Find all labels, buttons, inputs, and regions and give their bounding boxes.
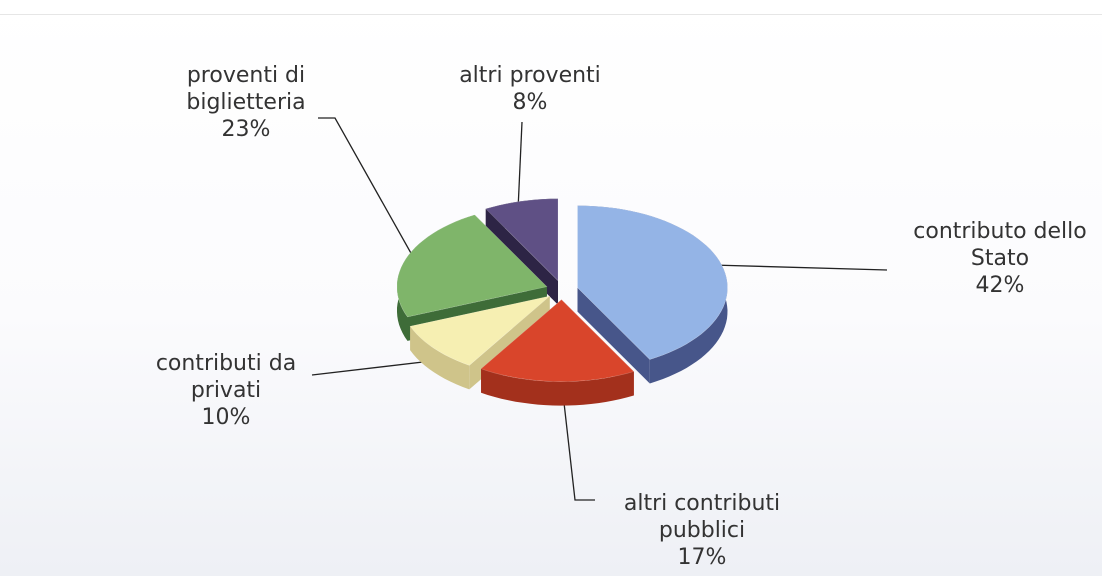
slice-value: 42% bbox=[975, 273, 1025, 298]
slice-name: altri contributi pubblici bbox=[623, 491, 781, 543]
slice bbox=[485, 198, 559, 282]
slice-side bbox=[410, 326, 470, 390]
leader-line bbox=[318, 117, 413, 256]
slice-label: altri proventi 8% bbox=[430, 62, 630, 116]
chart-frame bbox=[0, 14, 1102, 577]
slice bbox=[396, 214, 548, 318]
slice-wall bbox=[577, 287, 650, 384]
slice-name: contributo dello Stato bbox=[913, 219, 1087, 271]
slice-label: proventi di biglietteria 23% bbox=[161, 62, 331, 143]
slice-value: 8% bbox=[512, 90, 548, 115]
leader-line bbox=[311, 359, 441, 376]
slice-side bbox=[481, 368, 634, 406]
slice-name: contributi da privati bbox=[155, 351, 297, 403]
leader-line bbox=[561, 384, 595, 501]
slice-label: contributo dello Stato 42% bbox=[890, 218, 1102, 299]
leader-line bbox=[711, 264, 888, 271]
leader-line bbox=[517, 121, 523, 211]
slice-name: altri proventi bbox=[459, 63, 601, 88]
slice bbox=[577, 205, 728, 360]
slice-name: proventi di biglietteria bbox=[186, 63, 306, 115]
slice-label: contributi da privati 10% bbox=[126, 350, 326, 431]
slice-value: 10% bbox=[201, 405, 251, 430]
leader-lines bbox=[311, 117, 888, 501]
slice bbox=[409, 295, 550, 366]
slice-label: altri contributi pubblici 17% bbox=[582, 490, 822, 571]
slice-value: 23% bbox=[221, 117, 271, 142]
pie bbox=[396, 198, 728, 406]
slice-value: 17% bbox=[677, 545, 727, 570]
slice bbox=[480, 299, 635, 382]
